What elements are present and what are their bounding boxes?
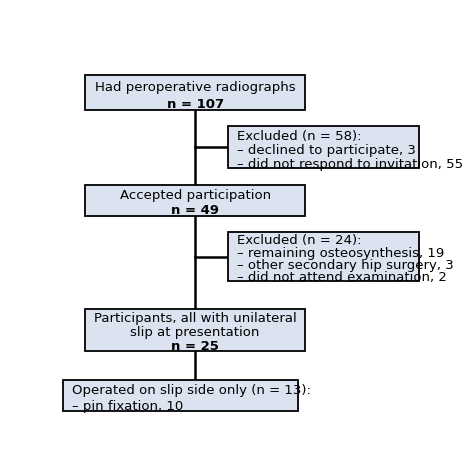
Text: n = 25: n = 25 — [171, 340, 219, 353]
Text: Operated on slip side only (n = 13):: Operated on slip side only (n = 13): — [72, 384, 311, 397]
Text: slip at presentation: slip at presentation — [130, 326, 260, 339]
Text: Participants, all with unilateral: Participants, all with unilateral — [94, 312, 297, 325]
FancyBboxPatch shape — [228, 232, 419, 282]
Text: n = 49: n = 49 — [171, 204, 219, 218]
FancyBboxPatch shape — [85, 309, 305, 351]
Text: Had peroperative radiographs: Had peroperative radiographs — [95, 81, 295, 94]
Text: Excluded (n = 58):: Excluded (n = 58): — [237, 129, 362, 143]
Text: – pin fixation, 10: – pin fixation, 10 — [72, 400, 183, 413]
Text: n = 107: n = 107 — [166, 98, 224, 111]
Text: Excluded (n = 24):: Excluded (n = 24): — [237, 234, 362, 247]
FancyBboxPatch shape — [228, 126, 419, 168]
FancyBboxPatch shape — [85, 185, 305, 216]
Text: – remaining osteosynthesis, 19: – remaining osteosynthesis, 19 — [237, 246, 445, 259]
Text: – did not attend examination, 2: – did not attend examination, 2 — [237, 271, 447, 284]
Text: – other secondary hip surgery, 3: – other secondary hip surgery, 3 — [237, 259, 454, 272]
Text: – declined to participate, 3: – declined to participate, 3 — [237, 144, 416, 156]
FancyBboxPatch shape — [85, 75, 305, 110]
Text: – did not respond to invitation, 55: – did not respond to invitation, 55 — [237, 157, 464, 171]
FancyBboxPatch shape — [63, 380, 298, 411]
Text: Accepted participation: Accepted participation — [119, 189, 271, 202]
